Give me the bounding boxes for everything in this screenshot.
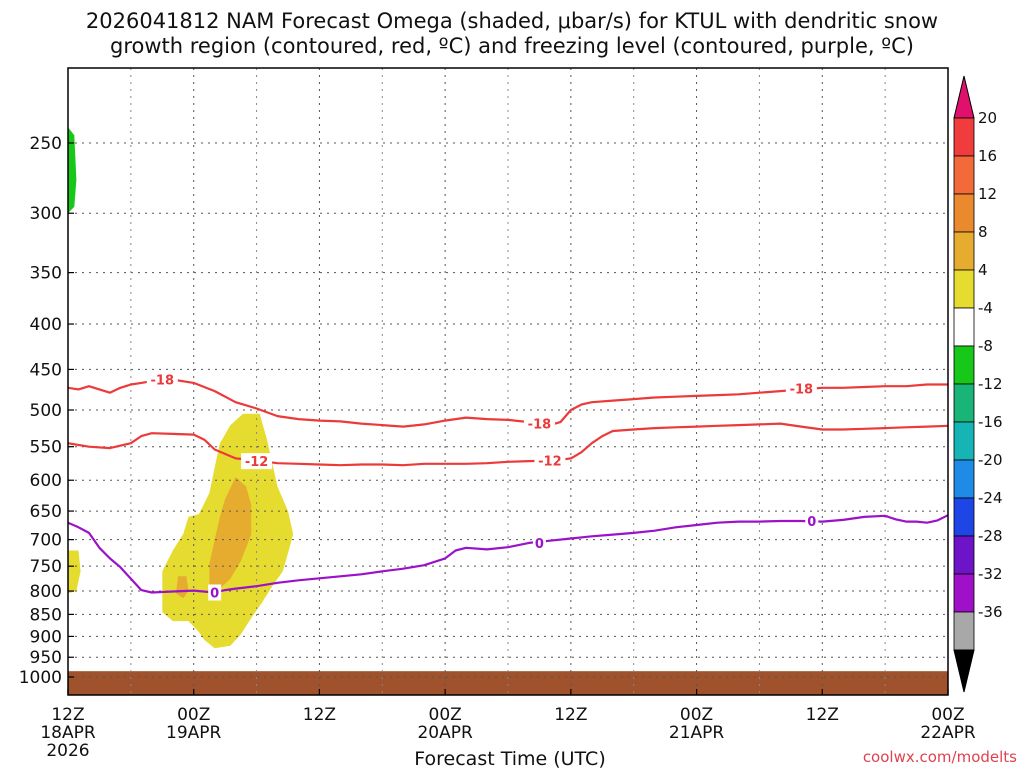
contour-label-bg [208,584,222,601]
colorbar-label-5: 4 [978,261,988,279]
colorbar-label-6: -4 [978,299,993,317]
y-tick-label-900: 900 [30,627,62,647]
x-tick-label-0-1: 12Z [51,705,84,725]
colorbar-segment-2 [953,155,975,195]
omega-shaded-region-2 [68,550,81,594]
x-tick-label-0-3: 2026 [46,741,89,761]
colorbar-label-10: -20 [978,451,1003,469]
colorbar-top-arrow [953,75,975,119]
x-axis-title: Forecast Time (UTC) [414,748,605,768]
colorbar-segment-8 [953,383,975,423]
colorbar-segment-6 [953,307,975,347]
colorbar-label-8: -12 [978,375,1003,393]
contour-label-2-2: -12 [538,454,562,469]
colorbar-segment-10 [953,459,975,499]
contour-label-bg [532,534,546,551]
x-tick-label-0-2: 18APR [40,723,96,743]
y-tick-label-300: 300 [30,204,62,224]
colorbar-label-4: 8 [978,223,988,241]
chart-title-line-1: 2026041812 NAM Forecast Omega (shaded, μ… [86,9,938,33]
colorbar-segment-12 [953,535,975,575]
x-tick-label-72-1: 12Z [806,705,839,725]
y-tick-label-250: 250 [30,134,62,154]
y-tick-label-800: 800 [30,582,62,602]
colorbar-label-3: 12 [978,185,997,203]
y-tick-label-750: 750 [30,557,62,577]
contour-line-2 [68,422,948,467]
credit-text: coolwx.com/modelts [863,748,1017,766]
contour-label-bg [523,415,555,432]
y-tick-label-350: 350 [30,264,62,284]
colorbar-label-9: -16 [978,413,1003,431]
omega-shaded-region-3 [209,477,252,589]
x-tick-label-60-1: 00Z [680,705,713,725]
colorbar-label-12: -28 [978,527,1003,545]
y-tick-label-600: 600 [30,471,62,491]
y-tick-label-950: 950 [30,648,62,668]
contour-label-3-1: 0 [210,586,219,601]
y-tick-label-500: 500 [30,401,62,421]
x-tick-label-24-1: 12Z [303,705,336,725]
colorbar-segment-3 [953,193,975,233]
contour-label-bg [805,513,819,530]
colorbar-bottom-arrow [953,649,975,693]
colorbar-segment-5 [953,269,975,309]
y-tick-label-400: 400 [30,315,62,335]
colorbar-label-11: -24 [978,489,1003,507]
colorbar-label-7: -8 [978,337,993,355]
colorbar-segment-4 [953,231,975,271]
colorbar-segment-13 [953,573,975,613]
contour-line-3 [68,514,948,594]
x-tick-label-48-1: 12Z [554,705,587,725]
contour-label-1-1: -18 [151,374,175,389]
colorbar-segment-11 [953,497,975,537]
contour-label-1-2: -18 [528,418,552,433]
colorbar-segment-14 [953,611,975,651]
plot-frame [67,67,949,696]
y-axis-ticks: 2503003504004505005506006507007508008509… [19,134,74,688]
y-tick-label-850: 850 [30,605,62,625]
omega-shading-layer [68,127,294,649]
omega-shaded-region-5 [68,127,77,214]
x-tick-label-60-2: 21APR [669,723,725,743]
ground-fill [68,671,948,695]
y-tick-label-700: 700 [30,531,62,551]
contour-label-2-1: -12 [245,455,269,470]
y-tick-label-650: 650 [30,502,62,522]
contour-label-3-2: 0 [535,537,544,552]
contour-label-bg [534,452,566,469]
colorbar-segment-9 [953,421,975,461]
colorbar-segment-1 [953,117,975,157]
colorbar-segment-7 [953,345,975,385]
colorbar: 20 16 12 8 4 -4 -8 -12 -16 -20 -24 -28 -32 -36 [953,75,1003,693]
x-tick-label-12-1: 00Z [177,705,210,725]
contour-label-layer: -18 -18 -18 -12 -12 0 0 0 [146,371,819,601]
x-tick-label-36-1: 00Z [429,705,462,725]
contour-label-3-3: 0 [807,515,816,530]
x-tick-label-36-2: 20APR [417,723,473,743]
y-tick-label-550: 550 [30,438,62,458]
ground-layer [68,671,948,695]
colorbar-label-14: -36 [978,603,1003,621]
colorbar-label-2: 16 [978,147,997,165]
x-tick-label-12-2: 19APR [166,723,222,743]
x-tick-label-84-2: 22APR [920,723,976,743]
contour-label-1-3: -18 [790,383,814,398]
colorbar-label-1: 20 [978,109,997,127]
contour-label-bg [146,371,178,388]
contour-label-bg [785,380,817,397]
chart-title-line-2: growth region (contoured, red, ºC) and f… [110,34,914,58]
omega-shaded-region-4 [175,576,189,599]
contour-label-bg [241,453,273,470]
y-tick-label-450: 450 [30,360,62,380]
x-tick-label-84-1: 00Z [931,705,964,725]
y-tick-label-1000: 1000 [19,668,62,688]
colorbar-label-13: -32 [978,565,1003,583]
